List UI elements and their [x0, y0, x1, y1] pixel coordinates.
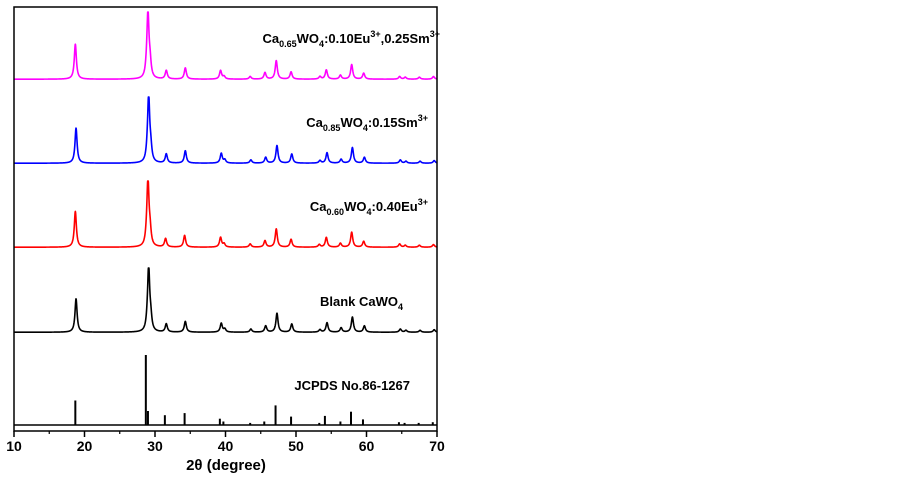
series-1-label-sup2: 3+ [430, 29, 440, 39]
x-tick-label-50: 50 [288, 438, 304, 454]
series-3-line [13, 180, 438, 248]
series-4-label-sub2: 4 [398, 302, 403, 312]
series-3 [13, 180, 438, 248]
series-3-label-mid: WO [344, 199, 366, 214]
series-5-label-base: JCPDS No.86-1267 [294, 378, 410, 393]
series-1-label-rest2: ,0.25Sm [381, 31, 430, 46]
series-1-line [13, 11, 438, 80]
series-1-label-base: Ca [263, 31, 280, 46]
x-axis: 10 20 30 40 50 60 70 [6, 431, 445, 454]
series-1-label: Ca0.65WO4:0.10Eu3+,0.25Sm3+ [263, 29, 441, 49]
series-2-label-sub2: 4 [363, 123, 368, 133]
series-2-label-mid: WO [340, 115, 362, 130]
series-3-label-sub2: 4 [366, 207, 371, 217]
series-2-label-rest1: :0.15Sm [368, 115, 418, 130]
x-tick-label-10: 10 [6, 438, 22, 454]
x-axis-title: 2θ (degree) [186, 457, 266, 474]
x-tick-label-20: 20 [77, 438, 93, 454]
series-3-label: Ca0.60WO4:0.40Eu3+ [310, 197, 428, 217]
series-1 [13, 11, 438, 80]
series-3-label-sub1: 0.60 [327, 207, 345, 217]
series-4 [13, 267, 438, 334]
series-3-label-sup1: 3+ [418, 197, 428, 207]
series-5 [14, 355, 437, 426]
series-4-line [13, 267, 438, 334]
series-labels: Ca0.65WO4:0.10Eu3+,0.25Sm3+Ca0.85WO4:0.1… [263, 29, 441, 393]
series-4-label: Blank CaWO4 [320, 294, 403, 312]
series-1-label-sup1: 3+ [370, 29, 380, 39]
series-2 [13, 96, 438, 164]
series-2-label-sup1: 3+ [418, 113, 428, 123]
plot-area [13, 11, 438, 426]
series-2-label-sub1: 0.85 [323, 123, 341, 133]
series-3-label-base: Ca [310, 199, 327, 214]
series-3-label-rest1: :0.40Eu [371, 199, 417, 214]
series-2-label-base: Ca [306, 115, 323, 130]
series-1-label-rest1: :0.10Eu [324, 31, 370, 46]
series-1-label-sub2: 4 [319, 39, 324, 49]
x-tick-label-30: 30 [147, 438, 163, 454]
series-4-label-base: Blank CaWO [320, 294, 398, 309]
x-tick-label-70: 70 [429, 438, 445, 454]
series-1-label-mid: WO [297, 31, 319, 46]
series-5-label: JCPDS No.86-1267 [294, 378, 410, 393]
series-2-line [13, 96, 438, 164]
x-tick-label-60: 60 [359, 438, 375, 454]
series-2-label: Ca0.85WO4:0.15Sm3+ [306, 113, 428, 133]
x-tick-label-40: 40 [218, 438, 234, 454]
series-1-label-sub1: 0.65 [279, 39, 297, 49]
